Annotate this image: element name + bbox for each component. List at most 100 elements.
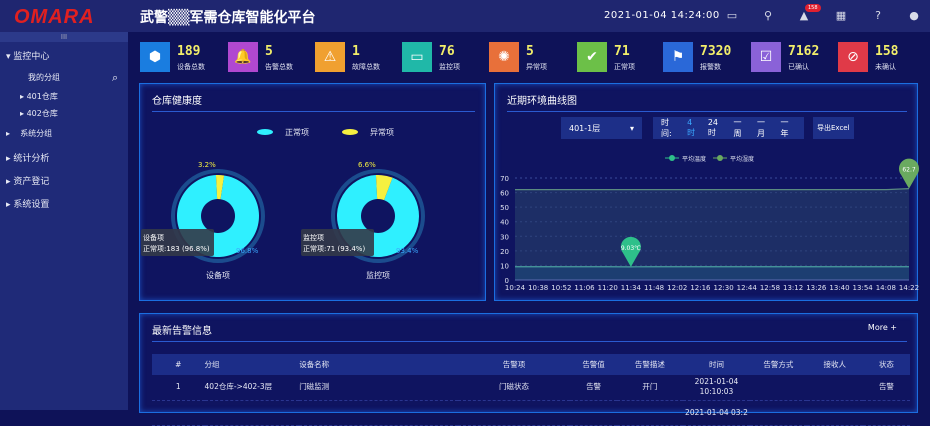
sidebar-item-401[interactable]: ▸ 401仓库 bbox=[20, 91, 58, 102]
table-cell bbox=[807, 375, 863, 400]
check-circle-icon: ✔ bbox=[577, 42, 607, 72]
table-cell: 1 bbox=[152, 375, 205, 400]
column-header: 告警项 bbox=[458, 354, 570, 375]
sidebar-collapse-handle[interactable]: III bbox=[0, 32, 128, 42]
y-tick-label: 60 bbox=[500, 190, 509, 198]
legend-swatch bbox=[342, 129, 358, 135]
label: 系统分组 bbox=[20, 129, 52, 138]
sidebar-item-assets[interactable]: ▸ 资产登记 bbox=[6, 174, 49, 187]
monitor-icon[interactable]: ▭ bbox=[725, 9, 739, 23]
calendar-icon[interactable]: ▦ bbox=[834, 9, 848, 23]
stat-value: 7320 bbox=[700, 44, 731, 59]
y-tick-label: 30 bbox=[500, 233, 509, 241]
series-line[interactable] bbox=[515, 189, 909, 190]
y-tick-label: 10 bbox=[500, 262, 509, 270]
stat-label: 设备总数 bbox=[177, 62, 205, 72]
column-header: 分组 bbox=[205, 354, 300, 375]
x-tick-label: 14:08 bbox=[876, 284, 896, 292]
panel-title: 最新告警信息 bbox=[152, 322, 212, 337]
table-cell bbox=[807, 400, 863, 425]
column-header: 状态 bbox=[863, 354, 910, 375]
alert-badge: 158 bbox=[805, 4, 821, 12]
label: 402仓库 bbox=[27, 109, 58, 118]
table-cell: 告警 bbox=[570, 375, 617, 400]
stat-label: 故障总数 bbox=[352, 62, 380, 72]
table-cell bbox=[205, 400, 300, 425]
tooltip-title: 设备项 bbox=[143, 233, 164, 242]
monitor-icon: ▭ bbox=[402, 42, 432, 72]
stat-value: 7162 bbox=[788, 44, 819, 59]
stat-label: 告警总数 bbox=[265, 62, 293, 72]
stat-value: 76 bbox=[439, 44, 455, 59]
table-cell bbox=[152, 400, 205, 425]
donut-name: 设备项 bbox=[206, 270, 230, 280]
divider bbox=[152, 341, 907, 342]
table-row[interactable]: 2021-01-04 03:2 bbox=[152, 400, 910, 425]
warning-icon: ⚠ bbox=[315, 42, 345, 72]
doc-check-icon: ☑ bbox=[751, 42, 781, 72]
more-link[interactable]: More + bbox=[868, 323, 897, 332]
stat-value: 1 bbox=[352, 44, 360, 59]
legend-label: 正常项 bbox=[285, 128, 309, 137]
beacon-icon: ⚑ bbox=[663, 42, 693, 72]
x-tick-label: 11:06 bbox=[574, 284, 595, 292]
x-tick-label: 11:20 bbox=[598, 284, 618, 292]
series-area bbox=[515, 267, 909, 280]
stat-value: 71 bbox=[614, 44, 630, 59]
search-icon[interactable]: ⌕ bbox=[112, 71, 118, 85]
app-title: 武警▒▒军需仓库智能化平台 bbox=[140, 7, 316, 27]
table-cell: 2021-01-04 03:2 bbox=[683, 400, 750, 425]
table-cell: 门磁监测 bbox=[299, 375, 458, 400]
stat-label: 异常项 bbox=[526, 62, 547, 72]
x-tick-label: 12:58 bbox=[760, 284, 780, 292]
x-tick-label: 13:12 bbox=[783, 284, 803, 292]
stat-value: 5 bbox=[526, 44, 534, 59]
tooltip-value: 正常项:71 (93.4%) bbox=[303, 244, 365, 253]
doc-pending-icon: ⊘ bbox=[838, 42, 868, 72]
x-tick-label: 11:34 bbox=[621, 284, 642, 292]
column-header: 告警方式 bbox=[750, 354, 806, 375]
sidebar-item-stats[interactable]: ▸ 统计分析 bbox=[6, 151, 49, 164]
user-icon[interactable]: ● bbox=[907, 9, 921, 23]
legend-label: 平均湿度 bbox=[730, 155, 754, 163]
label: 系统设置 bbox=[13, 200, 49, 210]
sidebar-item-monitor-center[interactable]: ▾ 监控中心 bbox=[6, 49, 49, 62]
y-tick-label: 40 bbox=[500, 219, 509, 227]
y-tick-label: 70 bbox=[500, 175, 509, 183]
sidebar-item-settings[interactable]: ▸ 系统设置 bbox=[6, 197, 49, 210]
x-tick-label: 12:02 bbox=[667, 284, 687, 292]
table-cell: 门磁状态 bbox=[458, 375, 570, 400]
x-tick-label: 10:24 bbox=[505, 284, 526, 292]
marker-label: 9.03℃ bbox=[621, 245, 641, 252]
top-header: OMARA 武警▒▒军需仓库智能化平台 2021-01-04 14:24:00 … bbox=[0, 0, 930, 32]
alerts-panel: 最新告警信息 More + #分组设备名称告警项告警值告警描述时间告警方式接收人… bbox=[139, 313, 918, 413]
table-cell: 开门 bbox=[617, 375, 683, 400]
x-tick-label: 14:22 bbox=[899, 284, 919, 292]
legend-marker bbox=[717, 155, 723, 161]
stat-label: 报警数 bbox=[700, 62, 721, 72]
stat-value: 5 bbox=[265, 44, 273, 59]
help-icon[interactable]: ? bbox=[871, 9, 885, 23]
legend-swatch bbox=[257, 129, 273, 135]
y-tick-label: 50 bbox=[500, 204, 509, 212]
alert-icon[interactable]: ▲158 bbox=[797, 9, 811, 23]
abnormal-pct-label: 3.2% bbox=[198, 161, 216, 169]
location-icon[interactable]: ⚲ bbox=[761, 9, 775, 23]
logo: OMARA bbox=[14, 6, 95, 29]
sidebar-item-system-group[interactable]: ▸ 系统分组 bbox=[6, 128, 52, 139]
table-cell bbox=[299, 400, 458, 425]
column-header: 设备名称 bbox=[299, 354, 458, 375]
x-tick-label: 12:16 bbox=[690, 284, 711, 292]
sidebar-item-my-group[interactable]: 我的分组 bbox=[28, 72, 60, 83]
table-cell: 402仓库->402-3层 bbox=[205, 375, 300, 400]
tooltip-value: 正常项:183 (96.8%) bbox=[143, 244, 210, 253]
legend-label: 平均温度 bbox=[682, 155, 706, 163]
datetime: 2021-01-04 14:24:00 bbox=[604, 10, 720, 21]
sidebar-item-402[interactable]: ▸ 402仓库 bbox=[20, 108, 58, 119]
normal-pct-label: 93.4% bbox=[396, 247, 419, 255]
x-tick-label: 13:26 bbox=[806, 284, 827, 292]
label: 统计分析 bbox=[13, 154, 49, 164]
